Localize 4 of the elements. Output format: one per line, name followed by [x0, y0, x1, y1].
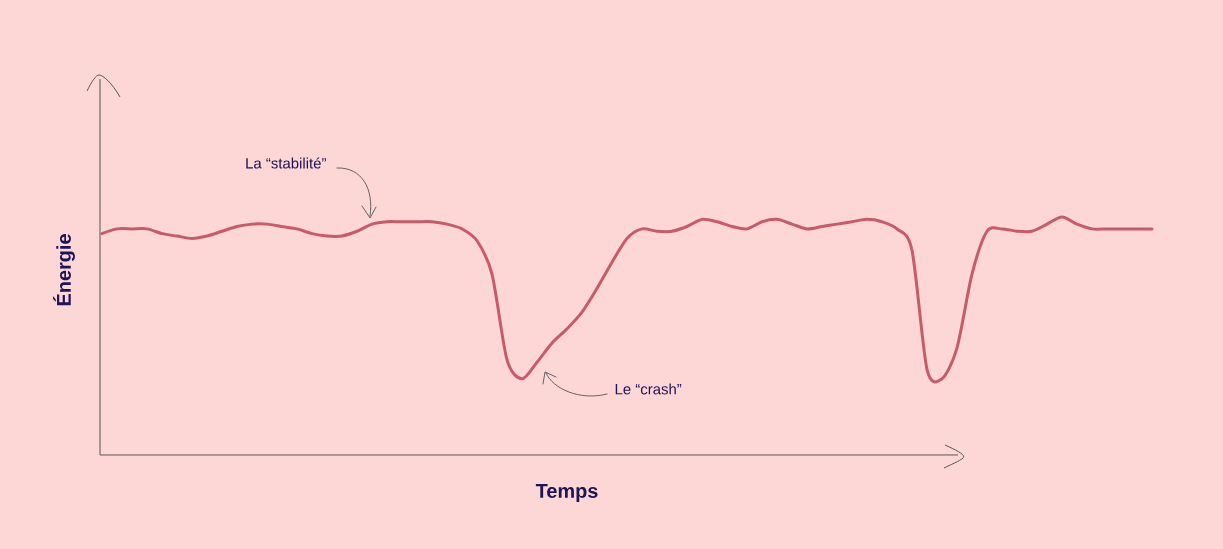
y-axis-title: Énergie: [53, 234, 75, 306]
annotation: Le “crash”: [615, 383, 682, 395]
x-axis-title: Temps: [535, 484, 598, 502]
text: La “stabilité”: [246, 157, 326, 169]
